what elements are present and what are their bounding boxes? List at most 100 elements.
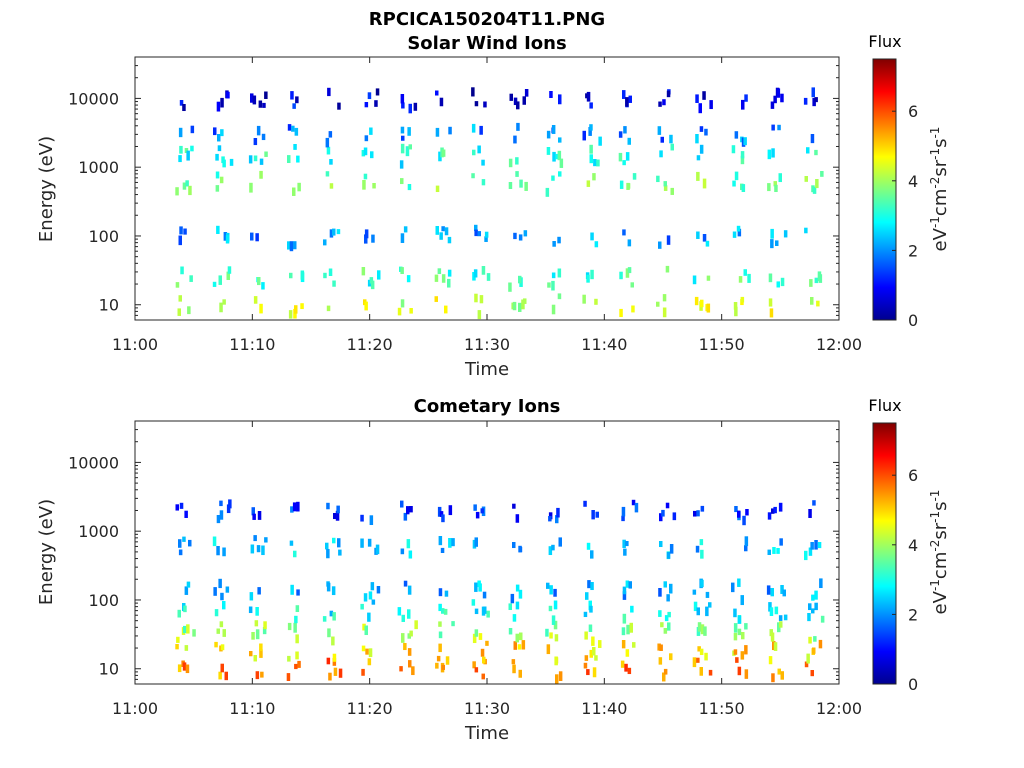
solar-wind-spectrum-cell bbox=[662, 294, 667, 302]
solar-wind-spectrum-cell bbox=[215, 171, 220, 179]
solar-wind-colorbar-tick-label: 0 bbox=[908, 311, 918, 330]
cometary-spectrum-cell bbox=[441, 664, 445, 670]
solar-wind-spectrum-cell bbox=[292, 103, 296, 109]
solar-wind-spectrum-cell bbox=[702, 178, 707, 189]
solar-wind-spectrum-cell bbox=[508, 282, 512, 292]
cometary-spectrum-cell bbox=[219, 510, 224, 520]
cometary-spectrum-cell bbox=[700, 624, 705, 635]
cometary-spectrum-cell bbox=[621, 515, 625, 522]
solar-wind-spectrum-cell bbox=[407, 184, 412, 191]
solar-wind-spectrum-cell bbox=[249, 182, 253, 193]
solar-wind-spectrum-cell bbox=[812, 186, 817, 194]
cometary-spectrum-cell bbox=[546, 644, 551, 655]
solar-wind-spectrum-cell bbox=[441, 226, 445, 232]
solar-wind-spectrum-cell bbox=[523, 230, 528, 237]
solar-wind-spectrum-cell bbox=[619, 271, 623, 280]
cometary-spectrum-cell bbox=[443, 608, 448, 615]
cometary-spectrum-cell bbox=[621, 640, 626, 649]
cometary-spectrum-cell bbox=[782, 589, 786, 597]
solar-wind-spectrum-cell bbox=[513, 97, 518, 106]
cometary-spectrum-cell bbox=[693, 601, 698, 612]
solar-wind-spectrum-cell bbox=[705, 240, 710, 247]
solar-wind-spectrum-cell bbox=[622, 160, 626, 166]
solar-wind-spectrum-cell bbox=[212, 281, 217, 287]
cometary-spectrum-cell bbox=[631, 499, 636, 506]
cometary-spectrum-cell bbox=[592, 647, 596, 656]
cometary-spectrum-cell bbox=[256, 545, 261, 553]
cometary-spectrum-cell bbox=[192, 629, 196, 637]
cometary-x-tick-label: 11:10 bbox=[229, 699, 275, 718]
solar-wind-x-tick-label: 11:20 bbox=[347, 335, 393, 354]
cometary-spectrum-cell bbox=[771, 673, 775, 683]
solar-wind-spectrum-cell bbox=[364, 102, 369, 108]
solar-wind-panel: Solar Wind Ions Time Energy (eV) Flux eV… bbox=[36, 32, 951, 380]
cometary-spectrum-cell bbox=[249, 651, 253, 657]
cometary-spectrum-cell bbox=[665, 502, 670, 509]
cometary-spectrum-cell bbox=[360, 538, 364, 548]
solar-wind-spectrum-cell bbox=[289, 241, 294, 252]
cometary-spectrum-cell bbox=[220, 663, 224, 673]
cometary-spectrum-cell bbox=[407, 633, 411, 639]
cometary-spectrum-cell bbox=[558, 671, 563, 681]
cometary-spectrum-cell bbox=[624, 663, 628, 672]
cometary-spectrum-cell bbox=[444, 590, 449, 597]
cometary-spectrum-cell bbox=[700, 549, 704, 559]
solar-wind-spectrum-cell bbox=[441, 274, 446, 283]
cometary-spectrum-cell bbox=[808, 509, 812, 518]
cometary-colorbar bbox=[872, 422, 897, 685]
cometary-spectrum-cell bbox=[741, 632, 745, 640]
solar-wind-spectrum-cell bbox=[658, 241, 662, 249]
cometary-colorbar-tick-label: 6 bbox=[908, 466, 918, 485]
solar-wind-spectrum-cell bbox=[444, 305, 448, 314]
cometary-spectrum-cell bbox=[518, 589, 523, 599]
cometary-spectrum-cell bbox=[251, 632, 255, 640]
cometary-spectrum-cell bbox=[481, 673, 485, 680]
cometary-spectrum-cell bbox=[253, 535, 257, 542]
solar-wind-spectrum-cell bbox=[481, 266, 486, 275]
solar-wind-spectrum-cell bbox=[328, 268, 333, 277]
cometary-spectrum-cell bbox=[185, 664, 190, 674]
cometary-spectrum-cell bbox=[588, 600, 592, 611]
cometary-spectrum-cell bbox=[337, 538, 341, 548]
cometary-spectrum-cell bbox=[474, 629, 479, 637]
cometary-spectrum-cell bbox=[403, 643, 407, 651]
solar-wind-spectrum-cell bbox=[185, 180, 189, 187]
cometary-spectrum-cell bbox=[519, 632, 523, 641]
solar-wind-spectrum-cell bbox=[250, 232, 254, 241]
cometary-spectrum-cell bbox=[225, 586, 230, 593]
cometary-spectrum-cell bbox=[287, 655, 291, 662]
cometary-spectrum-cell bbox=[176, 636, 180, 643]
solar-wind-spectrum-cell bbox=[769, 308, 774, 318]
solar-wind-spectrum-cell bbox=[618, 131, 623, 138]
cometary-spectrum-cell bbox=[400, 548, 405, 555]
cometary-spectrum-cell bbox=[474, 537, 478, 547]
cometary-spectrum-cell bbox=[477, 580, 481, 588]
solar-wind-spectrum-cell bbox=[732, 231, 737, 238]
solar-wind-spectrum-cell bbox=[740, 155, 745, 165]
solar-wind-spectrum-cell bbox=[656, 175, 660, 183]
cometary-spectrum-cell bbox=[811, 608, 815, 614]
cometary-spectrum-cell bbox=[669, 544, 674, 554]
cometary-spectrum-cell bbox=[744, 623, 748, 630]
cometary-spectrum-cell bbox=[332, 658, 337, 666]
solar-wind-spectrum-cell bbox=[695, 94, 699, 103]
solar-wind-x-tick-label: 11:00 bbox=[112, 335, 158, 354]
cometary-spectrum-cell bbox=[363, 593, 368, 602]
solar-wind-spectrum-cell bbox=[630, 282, 634, 288]
solar-wind-spectrum-cell bbox=[596, 159, 600, 167]
solar-wind-spectrum-cell bbox=[780, 93, 784, 103]
solar-wind-spectrum-cell bbox=[777, 124, 781, 131]
solar-wind-spectrum-cell bbox=[558, 137, 562, 143]
solar-wind-spectrum-cell bbox=[222, 299, 226, 305]
solar-wind-spectrum-cell bbox=[182, 104, 186, 112]
solar-wind-spectrum-cell bbox=[814, 149, 818, 156]
solar-wind-spectrum-cell bbox=[401, 135, 405, 141]
cometary-x-tick-label: 11:30 bbox=[464, 699, 510, 718]
cometary-spectrum-cell bbox=[770, 632, 775, 642]
cometary-spectrum-cell bbox=[331, 636, 335, 646]
solar-wind-spectrum-cell bbox=[632, 173, 637, 180]
solar-wind-spectrum-cell bbox=[557, 293, 562, 300]
solar-wind-spectrum-cell bbox=[375, 88, 380, 96]
cometary-spectrum-cell bbox=[178, 549, 183, 556]
solar-wind-spectrum-cell bbox=[438, 151, 442, 162]
